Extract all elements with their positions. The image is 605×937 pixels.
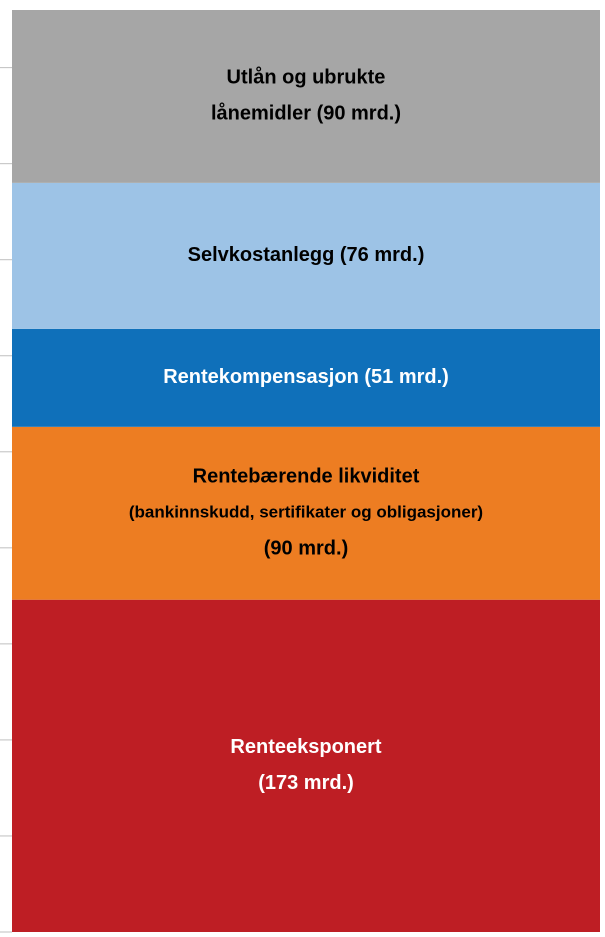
segment-label: (90 mrd.) [264, 538, 348, 560]
bar-segment [12, 182, 600, 329]
bar-segment [12, 328, 600, 427]
segment-label: (bankinnskudd, sertifikater og obligasjo… [129, 503, 483, 522]
segment-label: Renteeksponert [230, 736, 381, 758]
segment-label: Utlån og ubrukte [227, 66, 386, 89]
bar-segment [12, 10, 600, 183]
bar-segment [12, 426, 600, 600]
bar-segment [12, 599, 600, 932]
segment-label: (173 mrd.) [258, 772, 354, 794]
segment-label: lånemidler (90 mrd.) [211, 102, 401, 125]
segment-label: Rentebærende likviditet [193, 466, 420, 488]
segment-label: Selvkostanlegg (76 mrd.) [188, 244, 425, 266]
segment-label: Rentekompensasjon (51 mrd.) [163, 366, 449, 388]
